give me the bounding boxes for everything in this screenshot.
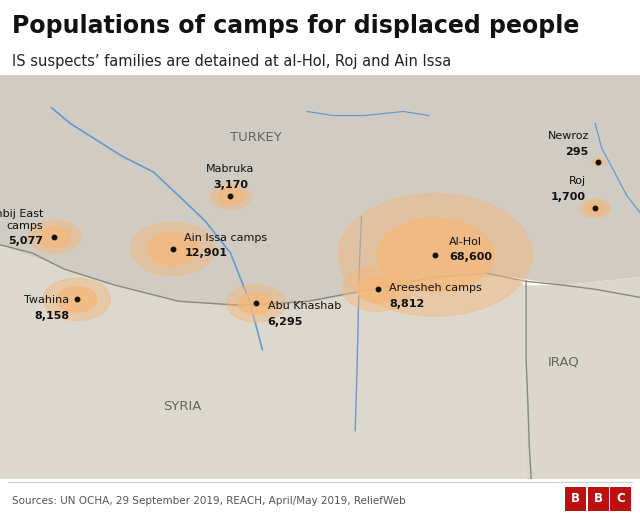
FancyBboxPatch shape	[565, 486, 586, 511]
Text: 8,158: 8,158	[34, 311, 69, 321]
Circle shape	[218, 189, 243, 204]
Text: Newroz: Newroz	[547, 131, 589, 141]
Circle shape	[238, 292, 274, 314]
Text: 5,077: 5,077	[8, 236, 43, 247]
Text: 12,901: 12,901	[184, 249, 227, 258]
Circle shape	[147, 233, 198, 265]
Circle shape	[592, 158, 605, 166]
FancyBboxPatch shape	[588, 486, 609, 511]
Text: B: B	[571, 492, 580, 505]
Polygon shape	[0, 245, 525, 479]
Polygon shape	[525, 277, 640, 479]
Text: 68,600: 68,600	[449, 252, 492, 263]
Circle shape	[38, 227, 70, 247]
Text: Al-Hol: Al-Hol	[449, 237, 483, 247]
Circle shape	[595, 160, 602, 164]
Circle shape	[356, 276, 399, 303]
Text: Ain Issa camps: Ain Issa camps	[184, 233, 268, 243]
Text: IRAQ: IRAQ	[547, 355, 579, 368]
FancyBboxPatch shape	[610, 486, 631, 511]
Text: Twahina: Twahina	[24, 295, 69, 306]
Circle shape	[131, 222, 215, 276]
Circle shape	[28, 220, 81, 253]
Text: Manbij East
camps: Manbij East camps	[0, 209, 43, 231]
Text: IS suspects’ families are detained at al-Hol, Roj and Ain Issa: IS suspects’ families are detained at al…	[12, 54, 451, 69]
Circle shape	[44, 278, 110, 321]
Text: Sources: UN OCHA, 29 September 2019, REACH, April/May 2019, ReliefWeb: Sources: UN OCHA, 29 September 2019, REA…	[12, 496, 405, 506]
Circle shape	[580, 199, 611, 218]
Text: Areesheh camps: Areesheh camps	[389, 283, 482, 293]
Text: Roj: Roj	[568, 176, 586, 186]
Text: 3,170: 3,170	[213, 180, 248, 190]
Text: Abu Khashab: Abu Khashab	[268, 301, 340, 311]
Text: 1,700: 1,700	[550, 192, 586, 202]
Circle shape	[338, 194, 532, 316]
Text: Mabruka: Mabruka	[206, 164, 255, 174]
Text: TURKEY: TURKEY	[230, 131, 282, 144]
Circle shape	[586, 203, 604, 214]
Text: SYRIA: SYRIA	[163, 400, 202, 413]
Text: B: B	[593, 492, 603, 505]
Text: Populations of camps for displaced people: Populations of camps for displaced peopl…	[12, 13, 579, 37]
Circle shape	[209, 183, 252, 209]
Circle shape	[227, 285, 285, 322]
Text: 295: 295	[566, 147, 589, 156]
Polygon shape	[0, 75, 640, 309]
Text: C: C	[616, 492, 625, 505]
Circle shape	[377, 218, 493, 292]
Text: 8,812: 8,812	[389, 299, 424, 309]
Circle shape	[343, 267, 412, 311]
Circle shape	[57, 286, 97, 312]
Text: 6,295: 6,295	[268, 317, 303, 327]
